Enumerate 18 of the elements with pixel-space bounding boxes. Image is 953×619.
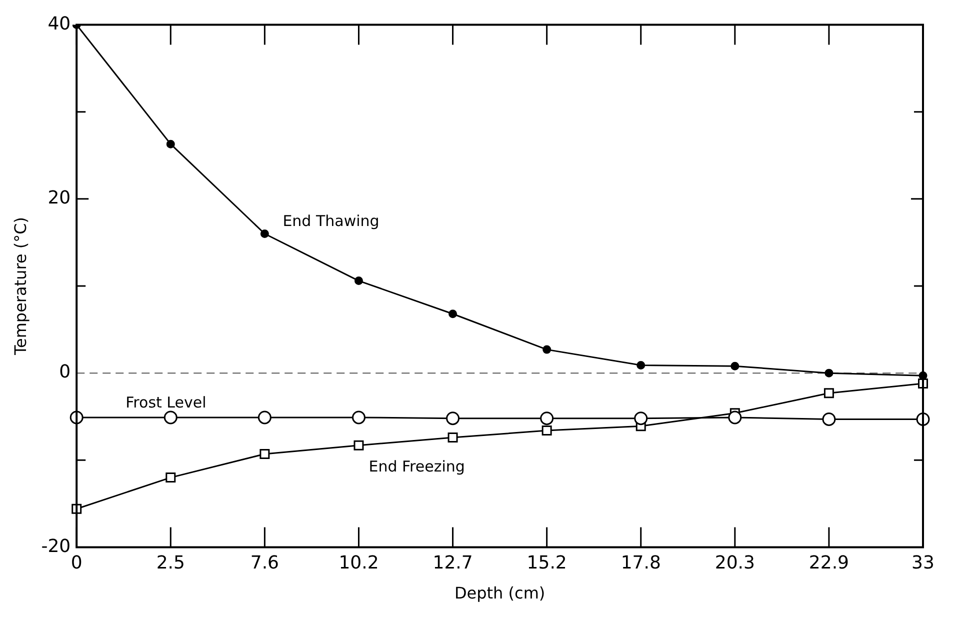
x-tick-label: 17.8 xyxy=(620,552,661,574)
x-tick-label: 20.3 xyxy=(714,552,755,574)
x-tick-label: 15.2 xyxy=(526,552,567,574)
x-tick-label: 12.7 xyxy=(432,552,473,574)
x-tick-label: 33 xyxy=(912,552,934,574)
y-axis-title: Temperature (°C) xyxy=(10,216,30,356)
series-label: End Freezing xyxy=(368,457,465,476)
y-tick-label: 0 xyxy=(59,362,71,383)
y-tick-label: 40 xyxy=(48,13,71,34)
x-tick-label: 2.5 xyxy=(156,552,185,574)
x-tick-label: 7.6 xyxy=(250,552,280,574)
y-tick-label: 20 xyxy=(48,188,71,209)
x-tick-label: 10.2 xyxy=(338,552,379,574)
x-axis-title: Depth (cm) xyxy=(454,584,546,603)
series-label: Frost Level xyxy=(126,393,206,412)
series-label: End Thawing xyxy=(282,212,380,230)
x-tick-label: 22.9 xyxy=(808,552,849,574)
y-tick-label: -20 xyxy=(41,536,71,557)
